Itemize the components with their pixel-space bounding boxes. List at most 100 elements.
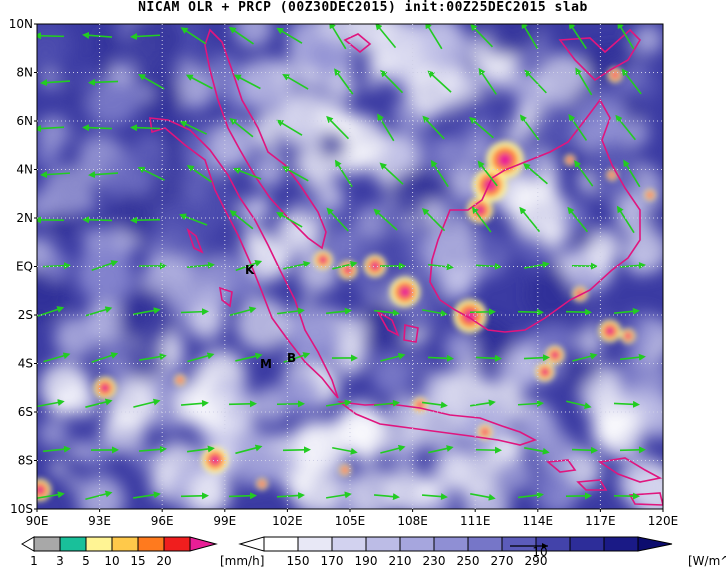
precip-colorbar-tick: 1 xyxy=(30,554,38,568)
precip-colorbar-tick: 5 xyxy=(82,554,90,568)
wind-vector xyxy=(326,399,352,407)
wind-vector xyxy=(613,400,640,408)
wind-vector xyxy=(82,31,113,39)
olr-colorbar-tick: 150 xyxy=(287,554,310,568)
wind-vector xyxy=(233,74,261,90)
wind-vector xyxy=(130,216,161,224)
wind-vector xyxy=(37,32,65,40)
precip-colorbar-unit: [mm/h] xyxy=(220,554,264,568)
wind-vector xyxy=(276,27,303,44)
wind-vector xyxy=(422,207,446,232)
olr-colorbar-tick: 230 xyxy=(423,554,446,568)
marker-k: K xyxy=(245,263,255,277)
wind-vector xyxy=(477,160,498,187)
wind-vector xyxy=(91,352,119,363)
wind-vector xyxy=(139,353,167,361)
wind-vector xyxy=(517,400,544,408)
lat-label: 4S xyxy=(18,357,33,371)
wind-vector xyxy=(88,78,119,86)
wind-vector xyxy=(373,208,398,231)
coast-sumatra xyxy=(149,117,339,399)
wind-vector xyxy=(37,399,65,408)
wind-vector xyxy=(133,307,161,316)
wind-vector xyxy=(180,27,207,45)
lat-label: 4N xyxy=(16,163,33,177)
wind-vector xyxy=(565,308,592,316)
wind-vector xyxy=(282,73,309,90)
wind-vector xyxy=(428,445,454,454)
wind-vector xyxy=(572,352,598,362)
wind-vector xyxy=(42,445,71,453)
wind-vector xyxy=(616,205,635,234)
wind-vector xyxy=(91,260,119,271)
wind-vector xyxy=(517,491,544,499)
wind-vector xyxy=(130,124,161,132)
longitude-labels: 90E 93E 96E 99E 102E 105E 108E 111E 114E 117E 120E xyxy=(26,509,678,528)
wind-vector xyxy=(380,444,406,454)
wind-vector xyxy=(380,352,406,362)
wind-vector xyxy=(422,309,448,317)
olr-colorbar-tick: 190 xyxy=(355,554,378,568)
precip-cells xyxy=(37,67,656,502)
wind-vector xyxy=(229,209,254,230)
coast-sumbawa xyxy=(576,479,608,491)
lon-label: 111E xyxy=(460,514,491,528)
wind-vector xyxy=(332,446,358,455)
precip-colorbar-swatch xyxy=(111,536,139,552)
lon-label: 117E xyxy=(585,514,616,528)
coast-malay-peninsula xyxy=(204,28,327,250)
wind-vector xyxy=(185,74,213,90)
precip-colorbar-swatch xyxy=(189,536,218,552)
lat-label: 6N xyxy=(16,114,33,128)
wind-vector xyxy=(325,307,352,315)
wind-vector xyxy=(283,260,311,270)
lon-label: 96E xyxy=(151,514,174,528)
lon-label: 108E xyxy=(397,514,428,528)
wind-vector xyxy=(228,400,257,408)
wind-vector xyxy=(524,447,550,455)
wind-vector xyxy=(471,206,492,233)
wind-vector xyxy=(373,309,400,317)
wind-vector xyxy=(470,493,496,501)
wind-vector xyxy=(427,263,454,271)
olr-colorbar-swatch xyxy=(569,536,605,552)
lat-label: 8S xyxy=(18,454,33,468)
wind-vector xyxy=(43,352,71,363)
wind-vector xyxy=(180,492,209,500)
wind-vector xyxy=(130,32,161,40)
wind-vector xyxy=(133,398,161,408)
wind-vector xyxy=(379,162,404,185)
wind-vector xyxy=(229,306,257,317)
olr-colorbar-swatch xyxy=(637,536,673,552)
coast-nias xyxy=(186,227,204,254)
olr-colorbar-tick: 290 xyxy=(525,554,548,568)
olr-colorbar-tick: 170 xyxy=(321,554,344,568)
wind-vector xyxy=(180,308,209,316)
coast-belitung xyxy=(403,324,419,343)
wind-vector xyxy=(229,117,254,138)
wind-vector xyxy=(186,261,215,269)
wind-vector xyxy=(186,164,212,183)
olr-colorbar-swatch xyxy=(331,536,367,552)
lon-label: 105E xyxy=(335,514,366,528)
lon-label: 90E xyxy=(26,514,49,528)
wind-vector xyxy=(427,70,452,93)
precip-colorbar-swatch xyxy=(137,536,165,552)
coast-sulawesi xyxy=(597,457,663,483)
wind-vector xyxy=(235,444,263,455)
wind-vector xyxy=(375,24,397,49)
lat-label: 10S xyxy=(10,502,33,516)
lat-label: 10N xyxy=(9,17,33,31)
wind-vector xyxy=(326,491,352,499)
lon-label: 114E xyxy=(523,514,554,528)
olr-colorbar-left-cap xyxy=(238,536,265,552)
wind-vector xyxy=(523,162,548,185)
wind-vector xyxy=(42,262,71,270)
wind-vector xyxy=(523,354,550,362)
lon-label: 93E xyxy=(88,514,111,528)
wind-vector xyxy=(82,216,113,224)
lon-label: 99E xyxy=(213,514,236,528)
lat-label: EQ xyxy=(16,260,33,274)
precip-colorbar-swatch xyxy=(163,536,191,552)
olr-colorbar-swatch xyxy=(399,536,435,552)
